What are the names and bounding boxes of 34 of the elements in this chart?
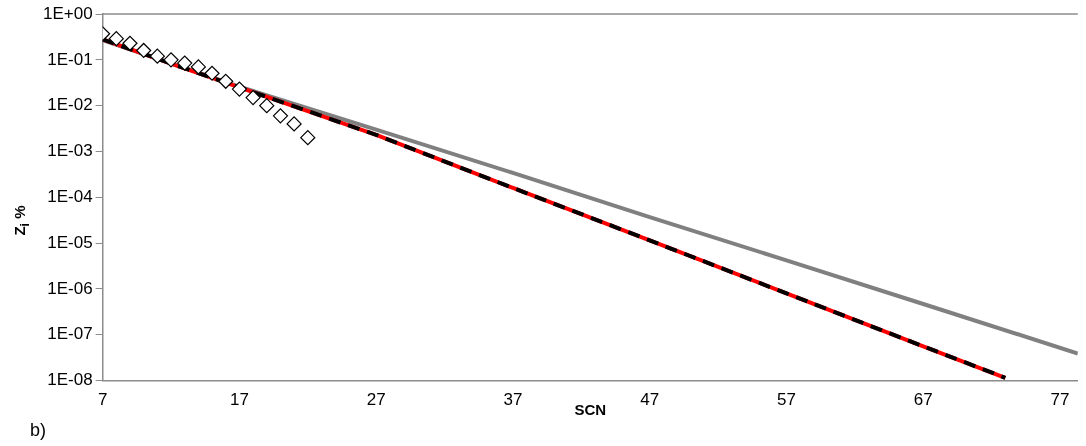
- y-tick-label: 1E-05: [47, 232, 93, 252]
- x-tick-label: 37: [503, 390, 523, 410]
- point: [136, 42, 152, 59]
- text: b): [30, 420, 47, 441]
- x-tick-label: 7: [97, 390, 108, 410]
- y-tick-label: 1E-06: [47, 278, 93, 298]
- y-tick-label: 1E-03: [47, 141, 93, 161]
- y-tick-label: 1E-04: [47, 186, 93, 206]
- x-tick-label: 27: [366, 390, 386, 410]
- point: [163, 52, 179, 68]
- point: [286, 116, 302, 132]
- point: [204, 65, 220, 81]
- x-tick-label: 67: [913, 390, 933, 410]
- point: [122, 35, 138, 51]
- x-tick-label: 57: [777, 390, 796, 410]
- point: [272, 108, 289, 124]
- x-tick-label: 77: [1050, 390, 1070, 410]
- x-tick-label: 17: [229, 390, 249, 410]
- point: [245, 89, 261, 106]
- point: [218, 73, 234, 89]
- y-tick-label: 1E-01: [47, 49, 93, 69]
- point: [149, 48, 165, 64]
- x-axis-title: SCN: [574, 401, 607, 419]
- point: [177, 55, 193, 71]
- x-tick-label: 47: [640, 390, 660, 410]
- point: [190, 59, 206, 75]
- point: [259, 98, 275, 114]
- point: [300, 130, 316, 146]
- y-tick-label: 1E+00: [42, 3, 93, 23]
- point: [108, 31, 124, 47]
- y-tick-label: 1E-08: [47, 370, 93, 390]
- point: [231, 81, 247, 97]
- y-tick-label: 1E-07: [47, 324, 93, 344]
- y-tick-label: 1E-02: [47, 95, 93, 115]
